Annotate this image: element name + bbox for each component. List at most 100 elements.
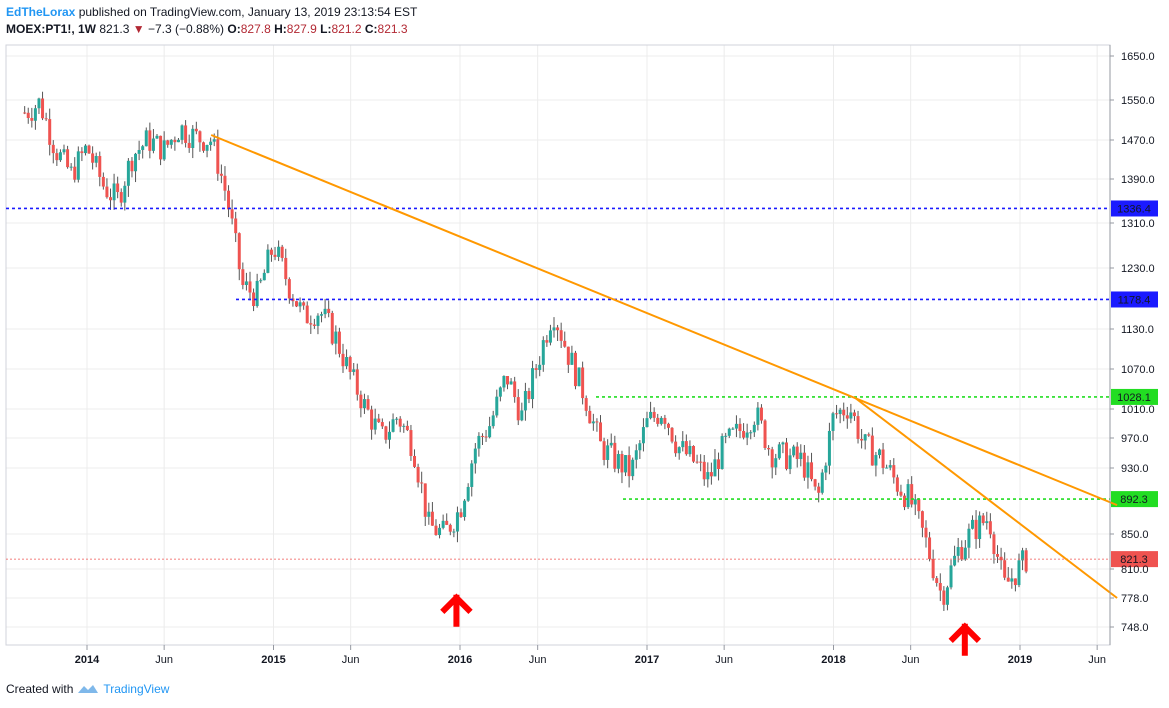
candle-down bbox=[981, 515, 985, 524]
trendline bbox=[210, 134, 1118, 507]
tradingview-link[interactable]: TradingView bbox=[103, 682, 170, 696]
candle-up bbox=[191, 128, 195, 149]
candle-down bbox=[545, 340, 549, 343]
ohlc-line: MOEX:PT1!, 1W 821.3 ▼ −7.3 (−0.88%) O:82… bbox=[6, 21, 417, 38]
trendlines[interactable] bbox=[210, 134, 1118, 599]
candle-up bbox=[606, 445, 610, 460]
candle-down bbox=[1024, 550, 1028, 572]
author-link[interactable]: EdTheLorax bbox=[6, 5, 76, 19]
candle-up bbox=[681, 441, 685, 448]
time-tick-label: 2014 bbox=[75, 654, 100, 666]
candle-up bbox=[749, 432, 753, 434]
candle-down bbox=[80, 151, 84, 154]
candle-up bbox=[838, 409, 842, 414]
candle-down bbox=[312, 324, 316, 326]
close-value: 821.3 bbox=[377, 22, 408, 36]
candle-up bbox=[824, 465, 828, 473]
candle-down bbox=[23, 112, 27, 114]
candle-up bbox=[169, 139, 173, 145]
candle-down bbox=[924, 527, 928, 538]
candle-down bbox=[870, 435, 874, 466]
candle-up bbox=[502, 376, 506, 388]
horizontal-levels[interactable]: 1336.4 1178.4 1028.1 892.3 821.3 bbox=[6, 200, 1158, 568]
candle-up bbox=[906, 484, 910, 508]
candle-down bbox=[302, 302, 306, 306]
candle-up bbox=[645, 418, 649, 428]
arrow-up-icon bbox=[440, 593, 473, 627]
candle-up bbox=[634, 450, 638, 460]
candle-up bbox=[151, 138, 155, 151]
candle-up bbox=[609, 442, 613, 446]
candle-up bbox=[888, 465, 892, 468]
candle-up bbox=[495, 396, 499, 416]
price-tick-label: 1550.0 bbox=[1121, 95, 1155, 107]
candle-down bbox=[1006, 577, 1010, 582]
candle-up bbox=[58, 152, 62, 161]
candle-up bbox=[831, 413, 835, 431]
candle-up bbox=[463, 500, 467, 517]
time-tick-label: Jun bbox=[715, 654, 733, 666]
candle-down bbox=[398, 418, 402, 427]
candle-down bbox=[917, 499, 921, 512]
candle-down bbox=[130, 160, 134, 172]
price-tick-label: 1390.0 bbox=[1121, 174, 1155, 186]
candle-down bbox=[810, 462, 814, 480]
candle-up bbox=[913, 499, 917, 505]
candle-up bbox=[777, 444, 781, 459]
candle-up bbox=[262, 272, 266, 281]
candle-up bbox=[641, 427, 645, 444]
time-axis[interactable]: 2014 Jun 2015 Jun 2016 Jun 2017 Jun 2018 Jun 2019 J… bbox=[75, 645, 1106, 666]
candle-up bbox=[126, 160, 130, 186]
candle-down bbox=[241, 269, 245, 285]
time-tick-label: 2016 bbox=[448, 654, 472, 666]
candle-down bbox=[434, 525, 438, 536]
candle-up bbox=[649, 411, 653, 419]
candle-down bbox=[666, 423, 670, 428]
price-level-label: 1028.1 bbox=[1117, 392, 1151, 404]
candle-down bbox=[230, 209, 234, 219]
candle-down bbox=[105, 186, 109, 198]
candle-down bbox=[227, 190, 231, 210]
low-value: 821.2 bbox=[331, 22, 362, 36]
candle-up bbox=[387, 431, 391, 440]
candle-down bbox=[445, 520, 449, 525]
candle-down bbox=[770, 449, 774, 468]
time-tick-label: 2019 bbox=[1008, 654, 1032, 666]
candle-up bbox=[455, 512, 459, 532]
candle-up bbox=[724, 435, 728, 437]
candle-down bbox=[359, 394, 363, 409]
candle-down bbox=[573, 352, 577, 387]
candle-up bbox=[298, 302, 302, 307]
low-label: L: bbox=[320, 22, 332, 36]
candle-up bbox=[949, 565, 953, 588]
candle-down bbox=[910, 484, 914, 505]
candle-down bbox=[935, 578, 939, 583]
candle-down bbox=[556, 327, 560, 331]
candle-down bbox=[341, 353, 345, 367]
tradingview-logo-icon bbox=[78, 685, 99, 693]
price-chart[interactable]: 1336.4 1178.4 1028.1 892.3 821.3 1650.0 1550.… bbox=[0, 0, 1169, 680]
candle-up bbox=[523, 390, 527, 411]
candle-up bbox=[616, 454, 620, 469]
candle-down bbox=[234, 218, 238, 234]
high-value: 827.9 bbox=[286, 22, 317, 36]
candle-down bbox=[656, 417, 660, 424]
candle-down bbox=[903, 495, 907, 508]
price-axis[interactable]: 1650.0 1550.0 1470.0 1390.0 1310.0 1230.0 1130… bbox=[1109, 45, 1155, 645]
publish-line: EdTheLorax published on TradingView.com,… bbox=[6, 4, 417, 21]
candle-down bbox=[201, 142, 205, 151]
candle-up bbox=[137, 150, 141, 154]
candle-up bbox=[205, 144, 209, 151]
candle-up bbox=[577, 367, 581, 387]
candle-up bbox=[752, 424, 756, 433]
candle-up bbox=[863, 434, 867, 441]
price-level-label: 1178.4 bbox=[1118, 294, 1151, 306]
candle-up bbox=[720, 436, 724, 470]
candle-up bbox=[427, 511, 431, 517]
candle-down bbox=[695, 461, 699, 463]
candle-down bbox=[148, 130, 152, 151]
time-tick-label: Jun bbox=[1088, 654, 1106, 666]
candle-up bbox=[473, 448, 477, 464]
candle-up bbox=[83, 145, 87, 154]
candle-down bbox=[484, 436, 488, 438]
